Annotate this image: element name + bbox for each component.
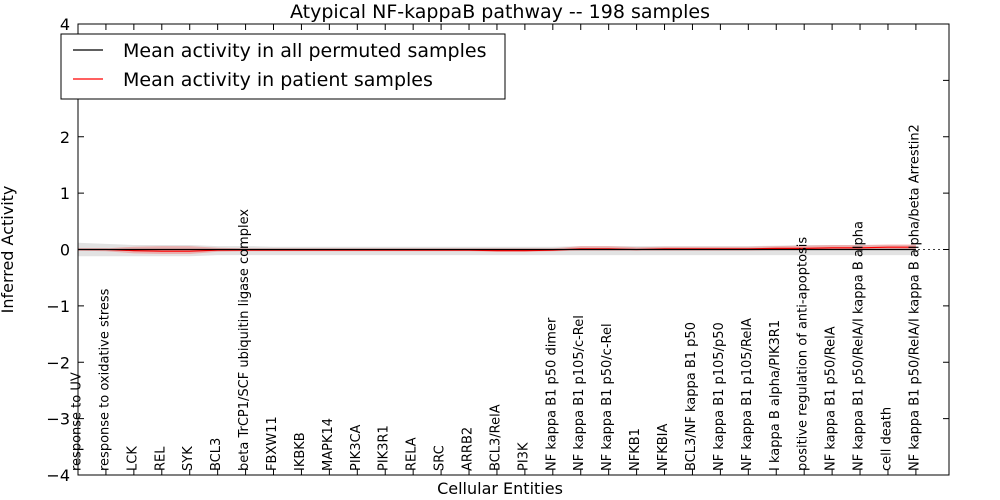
y-tick-label: −1: [46, 297, 70, 316]
x-tick-label: positive regulation of anti-apoptosis: [796, 237, 811, 471]
x-tick-label: cell death: [879, 407, 894, 471]
y-axis: −4−3−2−101234: [46, 15, 949, 485]
x-tick-label: NFKB1: [628, 428, 643, 471]
series-lines: [78, 246, 916, 252]
x-tick-label: NF kappa B1 p105/c-Rel: [572, 315, 587, 471]
y-tick-label: 1: [60, 184, 70, 203]
x-tick-label: response to UV: [70, 372, 85, 471]
x-tick-label: REL: [153, 446, 168, 471]
legend-label-patient: Mean activity in patient samples: [123, 69, 433, 91]
x-tick-label: BCL3/RelA: [488, 404, 503, 471]
x-tick-label: NFKBIA: [656, 424, 671, 471]
x-tick-label: I kappa B alpha/PIK3R1: [768, 320, 783, 471]
x-tick-label: PIK3CA: [349, 424, 364, 471]
chart-title: Atypical NF-kappaB pathway -- 198 sample…: [290, 1, 710, 23]
y-tick-label: −3: [46, 410, 70, 429]
x-tick-label: NF kappa B1 p50/RelA/I kappa B alpha/bet…: [907, 124, 922, 471]
x-tick-label: RELA: [405, 437, 420, 471]
x-tick-label: NF kappa B1 p50/RelA/I kappa B alpha: [852, 221, 867, 471]
x-tick-label: IKBKB: [293, 432, 308, 471]
x-tick-label: BCL3: [209, 438, 224, 471]
y-axis-label: Inferred Activity: [0, 186, 17, 314]
y-tick-label: −4: [46, 466, 70, 485]
x-tick-label: PI3K: [516, 442, 531, 471]
x-tick-label: NF kappa B1 p50/RelA: [824, 326, 839, 471]
legend-box: [60, 33, 506, 100]
x-tick-label: response to oxidative stress: [97, 288, 112, 471]
x-tick-label: beta TrCP1/SCF ubiquitin ligase complex: [237, 209, 252, 471]
x-tick-label: NF kappa B1 p105/RelA: [740, 318, 755, 471]
x-tick-label: FBXW11: [265, 416, 280, 471]
x-tick-label: SRC: [433, 445, 448, 471]
x-tick-label: BCL3/NF kappa B1 p50: [684, 322, 699, 471]
y-tick-label: −2: [46, 353, 70, 372]
legend-label-permuted: Mean activity in all permuted samples: [123, 40, 486, 62]
y-tick-label: 0: [60, 241, 70, 260]
x-tick-label: NF kappa B1 p50/c-Rel: [600, 323, 615, 471]
x-tick-label: NF kappa B1 p50 dimer: [544, 317, 559, 471]
x-tick-label: MAPK14: [321, 418, 336, 471]
x-axis-label: Cellular Entities: [437, 479, 563, 498]
legend: Mean activity in all permuted samples Me…: [60, 33, 506, 100]
plot-frame: [77, 23, 950, 476]
x-axis: response to UV response to oxidative stre…: [70, 24, 922, 475]
x-tick-label: NF kappa B1 p105/p50: [712, 322, 727, 471]
x-tick-label: ARRB2: [461, 427, 476, 471]
x-tick-label: PIK3R1: [377, 425, 392, 471]
x-tick-label: LCK: [125, 446, 140, 471]
x-tick-label: SYK: [181, 446, 196, 471]
y-tick-label: 4: [60, 15, 70, 34]
y-tick-label: 2: [60, 128, 70, 147]
